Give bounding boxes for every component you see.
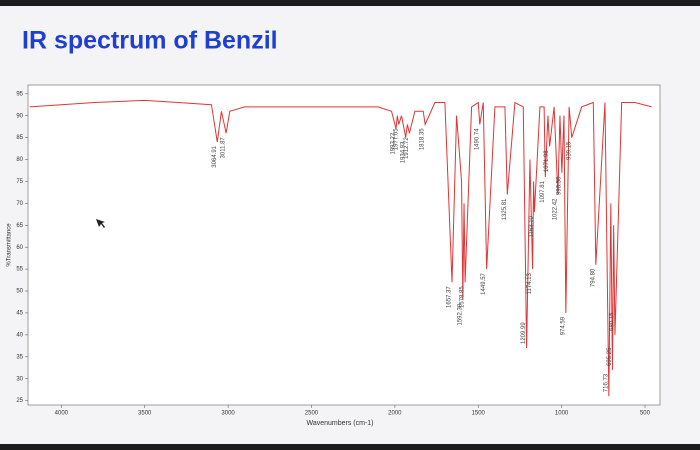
x-axis-label: Wavenumbers (cm-1) xyxy=(306,420,373,427)
x-tick-label: 4000 xyxy=(55,411,69,417)
peak-label: 1977.05 xyxy=(393,128,399,150)
peak-label: 1818.35 xyxy=(420,128,426,150)
peak-label: 1657.37 xyxy=(447,286,453,308)
peak-label: 1934.93 xyxy=(400,141,406,163)
x-tick-label: 3500 xyxy=(138,411,152,417)
y-tick-label: 90 xyxy=(16,113,23,119)
peak-label: 680.15 xyxy=(610,312,616,331)
y-tick-label: 85 xyxy=(16,135,23,141)
y-tick-label: 70 xyxy=(16,201,23,207)
plot-area xyxy=(27,84,661,406)
x-tick-label: 2000 xyxy=(388,411,402,417)
peak-label: 1592.38 xyxy=(457,303,463,325)
peak-label: 1578.85 xyxy=(460,286,466,308)
peak-label: 1163.10 xyxy=(529,215,535,237)
peak-label: 1490.74 xyxy=(474,128,480,150)
y-axis-label: %Transmittance xyxy=(7,223,13,267)
x-tick-label: 3000 xyxy=(221,411,235,417)
y-tick-label: 55 xyxy=(16,267,23,273)
y-tick-label: 50 xyxy=(16,289,23,295)
y-tick-label: 75 xyxy=(16,179,23,185)
y-tick-label: 65 xyxy=(16,223,23,229)
peak-label: 974.59 xyxy=(560,316,566,335)
peak-label: 998.50 xyxy=(556,176,562,195)
peak-label: 716.73 xyxy=(603,373,609,392)
peak-label: 1449.57 xyxy=(481,272,487,294)
peak-label: 1209.99 xyxy=(521,322,527,344)
peak-label: 1325.81 xyxy=(502,198,508,220)
y-tick-label: 40 xyxy=(16,332,23,338)
peak-label: 1071.98 xyxy=(544,150,550,172)
peak-label: 695.25 xyxy=(607,347,613,366)
peak-label: 1097.81 xyxy=(540,180,546,202)
peak-label: 3064.91 xyxy=(212,145,218,167)
peak-label: 939.15 xyxy=(566,141,572,160)
y-tick-label: 35 xyxy=(16,354,23,360)
spectrum-line xyxy=(29,99,652,397)
peak-label: 1022.42 xyxy=(552,198,558,220)
peak-label: 1912.72 xyxy=(404,137,410,159)
x-tick-label: 1500 xyxy=(472,411,486,417)
y-tick-label: 30 xyxy=(16,376,23,382)
y-tick-label: 80 xyxy=(16,157,23,163)
peak-label: 3011.87 xyxy=(221,137,227,159)
y-tick-label: 45 xyxy=(16,311,23,317)
x-tick-label: 500 xyxy=(640,411,651,417)
cursor xyxy=(96,219,105,228)
x-tick-label: 1000 xyxy=(555,411,569,417)
peak-label: 1993.22 xyxy=(391,132,397,154)
y-tick-label: 25 xyxy=(16,398,23,404)
x-tick-label: 2500 xyxy=(305,411,319,417)
chart-title: IR spectrum of Benzil xyxy=(22,27,278,55)
y-tick-label: 95 xyxy=(16,91,23,97)
peak-label: 1174.13 xyxy=(527,272,533,294)
y-tick-label: 60 xyxy=(16,245,23,251)
peak-label: 794.80 xyxy=(590,268,596,287)
